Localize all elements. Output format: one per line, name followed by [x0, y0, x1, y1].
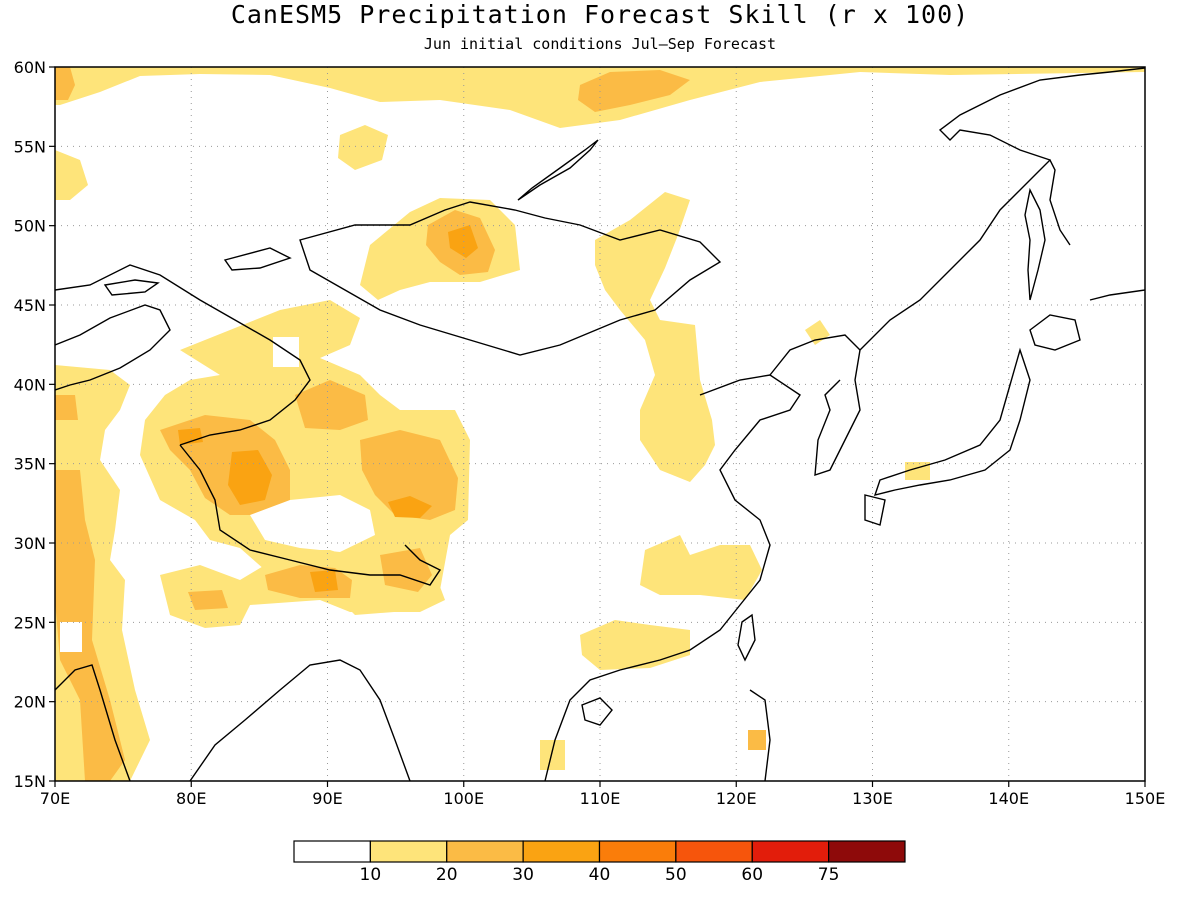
lon-tick-label: 100E: [443, 789, 484, 808]
skill-region-central-tibet: [360, 430, 458, 520]
colorbar-swatch: [369, 840, 448, 863]
lake-baikal: [517, 139, 599, 201]
lat-tick-label: 35N: [14, 455, 46, 474]
sakhalin: [1024, 187, 1046, 301]
skill-region-west-india-ne: [55, 395, 78, 420]
lon-tick-label: 150E: [1125, 789, 1166, 808]
skill-region-west-india-mid: [55, 470, 125, 781]
coastlines: [55, 67, 1145, 781]
japan-honshu: [873, 347, 1031, 496]
skill-region-nw-corner: [55, 67, 75, 100]
colorbar-label: 30: [512, 865, 534, 885]
border-himalaya: [179, 444, 442, 586]
axes: 70E 80E 90E 100E 110E 120E 130E 140E 150E 15N 20N 2…: [14, 58, 1166, 808]
lon-tick-label: 70E: [40, 789, 70, 808]
skill-gap-gujarat: [60, 622, 82, 652]
skill-region-small-55n: [338, 125, 388, 170]
colorbar-swatch: [522, 840, 601, 863]
japan-kyushu: [864, 494, 886, 526]
lon-tick-label: 80E: [176, 789, 206, 808]
skill-region-korea-small: [805, 320, 830, 345]
colorbar-swatch: [751, 840, 830, 863]
skill-region-tibet-west-core2: [178, 428, 203, 445]
korea: [814, 349, 861, 477]
colorbar-swatch: [675, 840, 753, 863]
skill-region-tibet-west-core: [228, 450, 272, 505]
lat-tick-label: 15N: [14, 772, 46, 791]
colorbar-swatch: [598, 840, 677, 863]
lat-tick-label: 50N: [14, 217, 46, 236]
lon-tick-label: 130E: [852, 789, 893, 808]
kamchatka-edge: [1089, 289, 1145, 301]
colorbar-swatch: [293, 840, 371, 863]
skill-shading: [55, 67, 1145, 781]
border-central-asia: [55, 264, 311, 446]
border-mongolia: [299, 201, 722, 356]
skill-region-north-core: [578, 70, 690, 112]
lat-tick-label: 55N: [14, 137, 46, 156]
skill-region-tibet: [140, 300, 470, 615]
lat-tick-label: 45N: [14, 296, 46, 315]
skill-cell-philippines: [748, 730, 766, 750]
lat-tick-label: 20N: [14, 693, 46, 712]
okhotsk-coast: [938, 67, 1145, 161]
lon-tick-label: 140E: [988, 789, 1029, 808]
skill-region-small-w: [188, 590, 228, 610]
lat-tick-label: 30N: [14, 534, 46, 553]
skill-region-s-china: [580, 620, 690, 670]
china-coast: [544, 374, 801, 781]
skill-region-west-55n: [55, 150, 88, 200]
lat-tick-label: 60N: [14, 58, 46, 77]
colorbar-label: 60: [741, 865, 763, 885]
caspian-coast: [55, 304, 171, 391]
skill-region-inner-mongolia: [595, 192, 715, 482]
colorbar-label: 75: [818, 865, 840, 885]
bay-of-bengal: [189, 659, 411, 781]
lake-balkhash: [223, 247, 292, 271]
colorbar-label: 50: [665, 865, 687, 885]
skill-region-altai-core2: [448, 225, 478, 258]
india-west-coast: [55, 664, 131, 781]
luzon: [749, 689, 771, 781]
skill-region-himalaya-core2: [310, 570, 338, 592]
chart-subtitle: Jun initial conditions Jul—Sep Forecast: [423, 35, 777, 53]
skill-gap-tibet: [273, 337, 299, 367]
skill-gap-tibet-south: [250, 495, 375, 552]
lon-tick-label: 90E: [312, 789, 342, 808]
lat-tick-label: 40N: [14, 375, 46, 394]
taiwan: [737, 613, 756, 662]
aral-sea: [103, 279, 160, 296]
colorbar-swatch: [828, 840, 906, 863]
skill-cell-vietnam: [540, 740, 565, 770]
skill-region-se-china: [640, 535, 762, 600]
skill-region-central-tibet-core: [388, 496, 432, 518]
colorbar-label: 10: [360, 865, 382, 885]
colorbar: 10 20 30 40 50 60 75: [293, 840, 906, 885]
japan-hokkaido: [1029, 314, 1081, 351]
lat-tick-label: 25N: [14, 613, 46, 632]
bohai-coast: [769, 334, 861, 376]
colorbar-label: 20: [436, 865, 458, 885]
chart-title: CanESM5 Precipitation Forecast Skill (r …: [230, 0, 970, 29]
skill-region-qinghai: [295, 380, 368, 430]
colorbar-label: 40: [589, 865, 611, 885]
hainan: [581, 697, 613, 726]
lon-tick-label: 120E: [716, 789, 757, 808]
colorbar-swatch: [446, 840, 524, 863]
lon-tick-label: 110E: [580, 789, 621, 808]
far-east-coast: [859, 158, 1071, 351]
